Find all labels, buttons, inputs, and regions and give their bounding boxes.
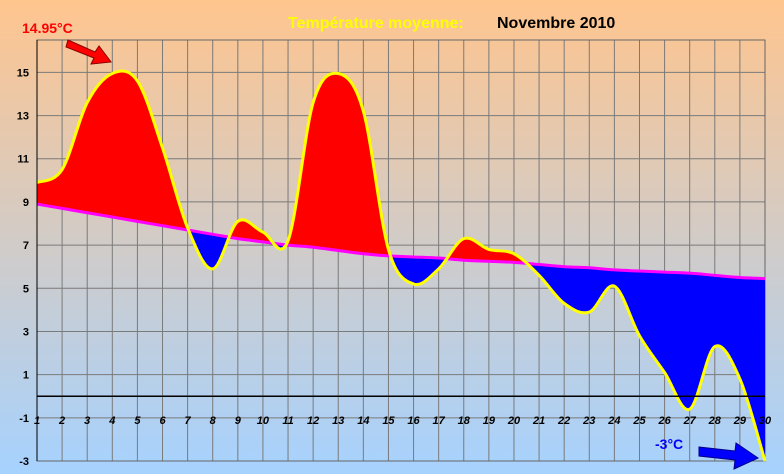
x-tick-label: 5 bbox=[134, 415, 141, 427]
x-tick-label: 24 bbox=[607, 415, 620, 427]
x-tick-label: 3 bbox=[84, 415, 90, 427]
min-temperature-label: -3°C bbox=[655, 436, 683, 452]
temperature-line bbox=[36, 69, 767, 462]
x-tick-label: 14 bbox=[357, 415, 369, 427]
x-tick-label: 7 bbox=[185, 415, 192, 427]
chart-title-label: Température moyenne: bbox=[288, 15, 464, 32]
y-tick-label: 7 bbox=[23, 240, 29, 252]
x-tick-label: 30 bbox=[759, 415, 772, 427]
x-tick-label: 16 bbox=[407, 415, 420, 427]
x-tick-label: 22 bbox=[557, 415, 570, 427]
y-tick-label: -3 bbox=[19, 456, 29, 468]
x-tick-label: 2 bbox=[58, 415, 65, 427]
x-tick-label: 25 bbox=[632, 415, 646, 427]
x-tick-label: 1 bbox=[34, 415, 40, 427]
chart-title-month: Novembre 2010 bbox=[497, 15, 615, 32]
x-tick-label: 10 bbox=[257, 415, 270, 427]
x-tick-label: 6 bbox=[159, 415, 166, 427]
annotations: Température moyenne: Novembre 2010 14.95… bbox=[22, 15, 760, 470]
x-tick-label: 17 bbox=[433, 415, 446, 427]
x-tick-label: 28 bbox=[708, 415, 722, 427]
min-arrow-icon bbox=[698, 442, 760, 470]
x-tick-label: 23 bbox=[582, 415, 595, 427]
x-tick-label: 11 bbox=[282, 415, 293, 427]
x-tick-label: 20 bbox=[507, 415, 521, 427]
x-tick-label: 19 bbox=[483, 415, 496, 427]
x-tick-label: 18 bbox=[458, 415, 471, 427]
area-below-trend bbox=[37, 204, 765, 461]
area-fills bbox=[37, 71, 765, 461]
x-tick-label: 15 bbox=[382, 415, 395, 427]
y-tick-label: 3 bbox=[23, 326, 29, 338]
x-tick-label: 29 bbox=[733, 415, 747, 427]
max-temperature-label: 14.95°C bbox=[22, 20, 73, 36]
max-arrow-icon bbox=[65, 39, 112, 65]
x-tick-label: 12 bbox=[307, 415, 319, 427]
y-tick-label: 11 bbox=[17, 154, 29, 166]
y-tick-label: -1 bbox=[19, 413, 29, 425]
x-tick-label: 8 bbox=[210, 415, 217, 427]
x-tick-label: 13 bbox=[332, 415, 344, 427]
x-tick-label: 4 bbox=[108, 415, 115, 427]
y-tick-label: 13 bbox=[17, 111, 29, 123]
x-tick-label: 26 bbox=[657, 415, 671, 427]
x-tick-label: 9 bbox=[235, 415, 242, 427]
trend-line bbox=[36, 202, 766, 281]
series-lines bbox=[36, 69, 767, 462]
y-tick-label: 5 bbox=[23, 283, 29, 295]
y-tick-label: 1 bbox=[23, 370, 29, 382]
x-tick-label: 27 bbox=[683, 415, 697, 427]
y-tick-label: 15 bbox=[17, 67, 29, 79]
x-tick-label: 21 bbox=[532, 415, 545, 427]
y-tick-label: 9 bbox=[23, 197, 29, 209]
